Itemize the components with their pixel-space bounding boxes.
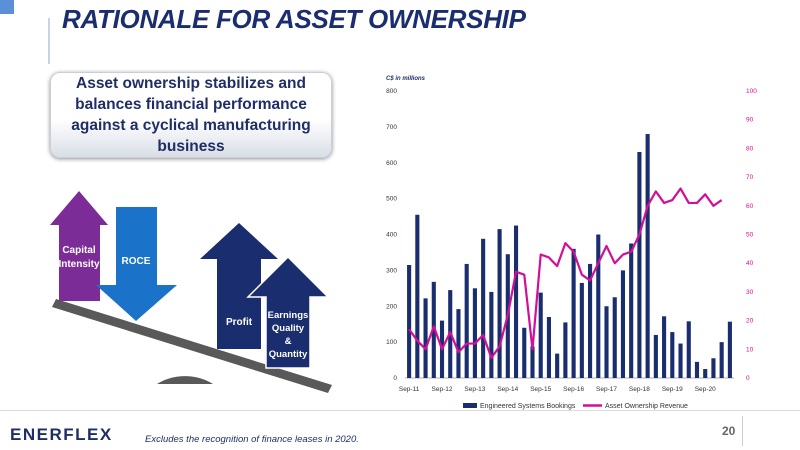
- bar-bookings: [629, 243, 634, 378]
- legend-swatch-bookings: [463, 403, 477, 408]
- y-left-tick-label: 100: [386, 339, 397, 346]
- balance-diagram: Capital Intensity ROCE Profit Earnings Q…: [50, 191, 332, 393]
- bar-bookings: [546, 317, 551, 378]
- bar-bookings: [703, 369, 708, 378]
- bar-bookings: [563, 322, 568, 378]
- bar-bookings: [612, 297, 617, 378]
- y-left-tick-label: 500: [386, 196, 397, 203]
- y-right-tick-label: 100: [746, 88, 757, 95]
- x-tick-label: Sep-13: [464, 386, 485, 393]
- bar-bookings: [423, 298, 428, 378]
- bar-bookings: [407, 264, 412, 378]
- bar-bookings: [604, 306, 609, 378]
- y-right-tick-label: 30: [746, 289, 754, 296]
- x-tick-label: Sep-16: [563, 386, 584, 393]
- y-left-tick-label: 600: [386, 160, 397, 167]
- bar-bookings: [497, 229, 502, 378]
- bar-bookings: [653, 334, 658, 378]
- bar-bookings: [538, 292, 543, 378]
- x-tick-label: Sep-14: [497, 386, 518, 393]
- earnings-arrow: [246, 255, 330, 369]
- bar-bookings: [481, 238, 486, 378]
- y-right-tick-label: 80: [746, 145, 754, 152]
- enerflex-logo: ENERFLEX: [10, 425, 113, 445]
- slide-title: RATIONALE FOR ASSET OWNERSHIP: [62, 4, 526, 34]
- x-tick-label: Sep-20: [695, 386, 716, 393]
- x-tick-label: Sep-17: [596, 386, 617, 393]
- x-tick-label: Sep-12: [432, 386, 453, 393]
- profit-label: Profit: [226, 317, 253, 328]
- y-left-tick-label: 200: [386, 303, 397, 310]
- callout-box: Asset ownership stabilizes and balances …: [50, 72, 332, 158]
- page-number: 20: [722, 424, 736, 438]
- bar-bookings: [513, 225, 519, 378]
- y-right-tick-label: 60: [746, 203, 754, 210]
- roce-arrow: [96, 207, 177, 321]
- logo-text: ENERFLEX: [10, 425, 113, 444]
- bar-bookings: [464, 263, 469, 378]
- earnings-label-4: Quantity: [269, 349, 308, 360]
- bar-bookings: [522, 327, 527, 378]
- x-tick-label: Sep-11: [399, 386, 420, 393]
- bookings-revenue-chart: C$ in millions 0100200300400500600700800…: [386, 76, 757, 410]
- bar-bookings: [727, 321, 732, 378]
- bar-bookings: [711, 358, 716, 378]
- capital-intensity-label-1: Capital: [62, 245, 96, 256]
- capital-intensity-arrow: [50, 191, 108, 301]
- footer-divider: [0, 410, 800, 411]
- profit-arrow: [200, 223, 278, 349]
- y-right-tick-label: 20: [746, 318, 754, 325]
- corner-accent: [0, 0, 14, 14]
- bar-bookings: [678, 343, 683, 378]
- y-left-tick-label: 0: [393, 375, 397, 382]
- bar-bookings: [694, 361, 700, 378]
- bar-bookings: [489, 291, 494, 378]
- bar-bookings: [620, 270, 626, 378]
- bar-bookings: [719, 342, 724, 378]
- earnings-label-1: Earnings: [268, 310, 309, 321]
- chart-unit-label: C$ in millions: [386, 76, 426, 82]
- bar-bookings: [637, 151, 642, 378]
- title-divider: [48, 18, 50, 64]
- bar-bookings: [596, 234, 601, 378]
- bar-bookings: [555, 353, 560, 378]
- y-left-tick-label: 800: [386, 88, 397, 95]
- y-right-tick-label: 70: [746, 174, 754, 181]
- x-tick-label: Sep-15: [530, 386, 551, 393]
- line-asset-ownership-revenue: [408, 187, 723, 360]
- footnote: Excludes the recognition of finance leas…: [145, 434, 359, 445]
- bar-bookings: [588, 263, 593, 378]
- page-number-divider: [742, 416, 743, 446]
- y-right-tick-label: 50: [746, 232, 754, 239]
- bar-bookings: [662, 316, 667, 378]
- earnings-label-3: &: [285, 336, 292, 347]
- bar-bookings: [456, 309, 461, 378]
- bar-bookings: [670, 332, 675, 378]
- legend-label-bookings: Engineered Systems Bookings: [480, 403, 576, 410]
- x-tick-label: Sep-19: [662, 386, 683, 393]
- earnings-label-2: Quality: [272, 323, 305, 334]
- y-left-tick-label: 700: [386, 124, 397, 131]
- y-left-tick-label: 400: [386, 232, 397, 239]
- y-left-tick-label: 300: [386, 267, 397, 274]
- seesaw-beam: [52, 299, 332, 393]
- bar-bookings: [472, 288, 477, 378]
- roce-label: ROCE: [122, 256, 151, 267]
- bar-bookings: [431, 281, 436, 378]
- legend-label-revenue: Asset Ownership Revenue: [605, 403, 688, 410]
- bar-bookings: [686, 321, 691, 378]
- capital-intensity-label-2: Intensity: [58, 259, 100, 270]
- fulcrum: [157, 376, 213, 384]
- bar-bookings: [530, 346, 535, 378]
- y-right-tick-label: 10: [746, 346, 754, 353]
- y-right-tick-label: 0: [746, 375, 750, 382]
- bar-bookings: [579, 282, 584, 378]
- bar-bookings: [571, 248, 576, 378]
- y-right-tick-label: 90: [746, 117, 754, 124]
- y-right-tick-label: 40: [746, 260, 754, 267]
- x-tick-label: Sep-18: [629, 386, 650, 393]
- bar-bookings: [645, 134, 650, 378]
- bar-bookings: [415, 214, 420, 378]
